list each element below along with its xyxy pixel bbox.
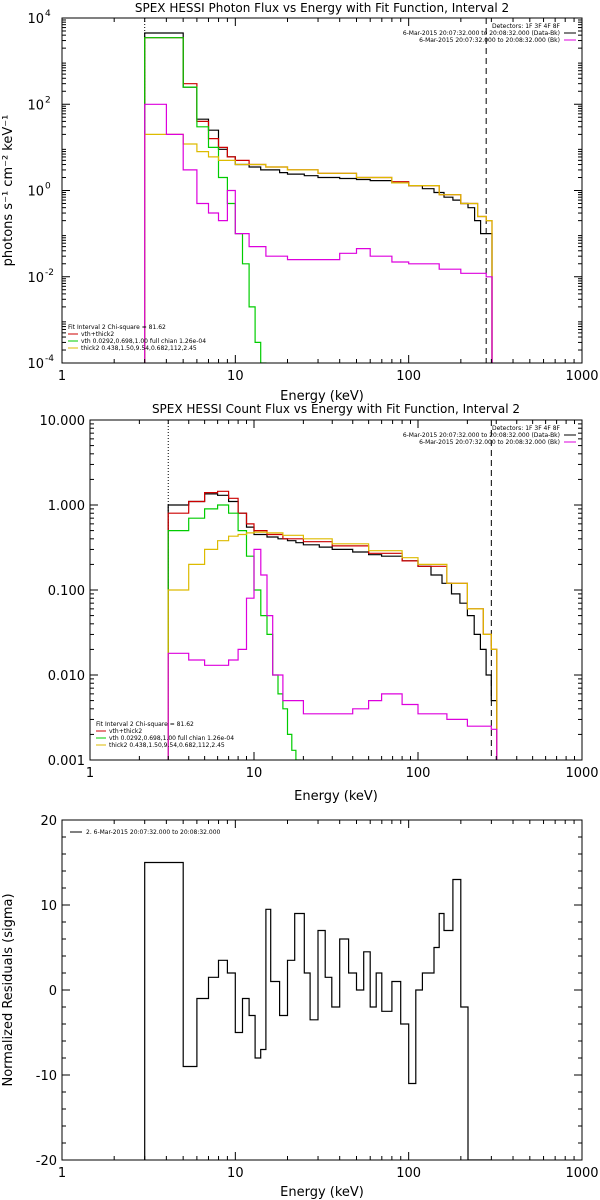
x-tick-label: 1 (58, 1166, 66, 1181)
series-line-3 (167, 531, 498, 760)
y-tick-exponent: 4 (45, 9, 51, 19)
fit-info-line: Fit Interval 2 Chi-square = 81.62 (96, 721, 194, 728)
fit-info-line: thick2 0.438,1.50,9.54,0.682,112,2.45 (81, 345, 197, 352)
y-tick-label: 10 (27, 12, 44, 27)
y-tick-label: 10.000 (40, 414, 86, 429)
x-tick-label: 10 (246, 766, 263, 781)
detector-info-line: 6-Mar-2015 20:07:32.000 to 20:08:32.000 … (403, 432, 560, 439)
plot-frame (89, 419, 583, 761)
detector-info-line: 6-Mar-2015 20:07:32.000 to 20:08:32.000 … (419, 37, 560, 44)
y-axis-label: Normalized Residuals (sigma) (1, 893, 16, 1086)
detector-info-line: Detectors: 1F 3F 4F 8F (492, 425, 561, 432)
y-tick-label: 0.010 (48, 669, 85, 684)
y-tick-label: 0.100 (48, 584, 85, 599)
y-tick-label: 10 (27, 271, 44, 286)
plot-frame (61, 819, 583, 1161)
x-tick-label: 1 (58, 369, 66, 384)
x-tick-label: 100 (396, 1166, 421, 1181)
x-tick-label: 1 (86, 766, 94, 781)
y-tick-label: 10 (40, 899, 57, 914)
fit-info-line: vth 0.0292,0.698,1.00 full chian 1.26e-0… (109, 735, 234, 742)
y-tick-exponent: 0 (45, 182, 51, 192)
x-tick-label: 10 (227, 369, 244, 384)
fit-info-line: vth+thick2 (109, 728, 142, 735)
series-line-4 (144, 103, 493, 363)
y-tick-label: 1.000 (48, 499, 85, 514)
chart-title: SPEX HESSI Count Flux vs Energy with Fit… (152, 402, 520, 416)
x-tick-label: 1000 (565, 766, 598, 781)
x-axis-label: Energy (keV) (294, 789, 378, 804)
x-tick-label: 1000 (565, 369, 598, 384)
x-axis-label: Energy (keV) (280, 389, 364, 404)
y-tick-label: 10 (27, 185, 44, 200)
y-axis-label: photons s⁻¹ cm⁻² keV⁻¹ (1, 115, 16, 267)
series-line-4 (167, 548, 498, 760)
fit-info-line: Fit Interval 2 Chi-square = 81.62 (68, 324, 166, 331)
x-tick-label: 100 (396, 369, 421, 384)
fit-info-line: vth 0.0292,0.698,1.00 full chian 1.26e-0… (81, 338, 206, 345)
x-axis-label: Energy (keV) (280, 1185, 364, 1200)
fit-info-line: vth+thick2 (81, 331, 114, 338)
y-tick-exponent: -2 (45, 268, 54, 278)
detector-info-line: Detectors: 1F 3F 4F 8F (492, 23, 561, 30)
legend-label: 2. 6-Mar-2015 20:07:32.000 to 20:08:32.0… (86, 829, 221, 836)
x-tick-label: 1000 (565, 1166, 598, 1181)
y-tick-label: -20 (36, 1154, 57, 1169)
series-line-3 (144, 133, 493, 363)
series-line-0 (167, 493, 498, 760)
fit-info-line: thick2 0.438,1.50,9.54,0.682,112,2.45 (109, 742, 225, 749)
detector-info-line: 6-Mar-2015 20:07:32.000 to 20:08:32.000 … (403, 30, 560, 37)
y-tick-exponent: -4 (45, 354, 54, 364)
y-tick-exponent: 2 (45, 95, 51, 105)
series-line-2 (167, 504, 302, 760)
y-tick-label: 0 (49, 984, 57, 999)
series-line-2 (144, 37, 267, 363)
x-tick-label: 10 (227, 1166, 244, 1181)
x-tick-label: 100 (406, 766, 431, 781)
y-tick-label: -10 (36, 1069, 57, 1084)
y-tick-label: 10 (27, 98, 44, 113)
y-tick-label: 0.001 (48, 754, 85, 769)
plot-frame (61, 17, 583, 364)
y-tick-label: 10 (27, 357, 44, 372)
chart-title: SPEX HESSI Photon Flux vs Energy with Fi… (135, 1, 509, 15)
detector-info-line: 6-Mar-2015 20:07:32.000 to 20:08:32.000 … (419, 439, 560, 446)
series-line-0 (144, 861, 492, 1160)
y-tick-label: 20 (40, 814, 57, 829)
